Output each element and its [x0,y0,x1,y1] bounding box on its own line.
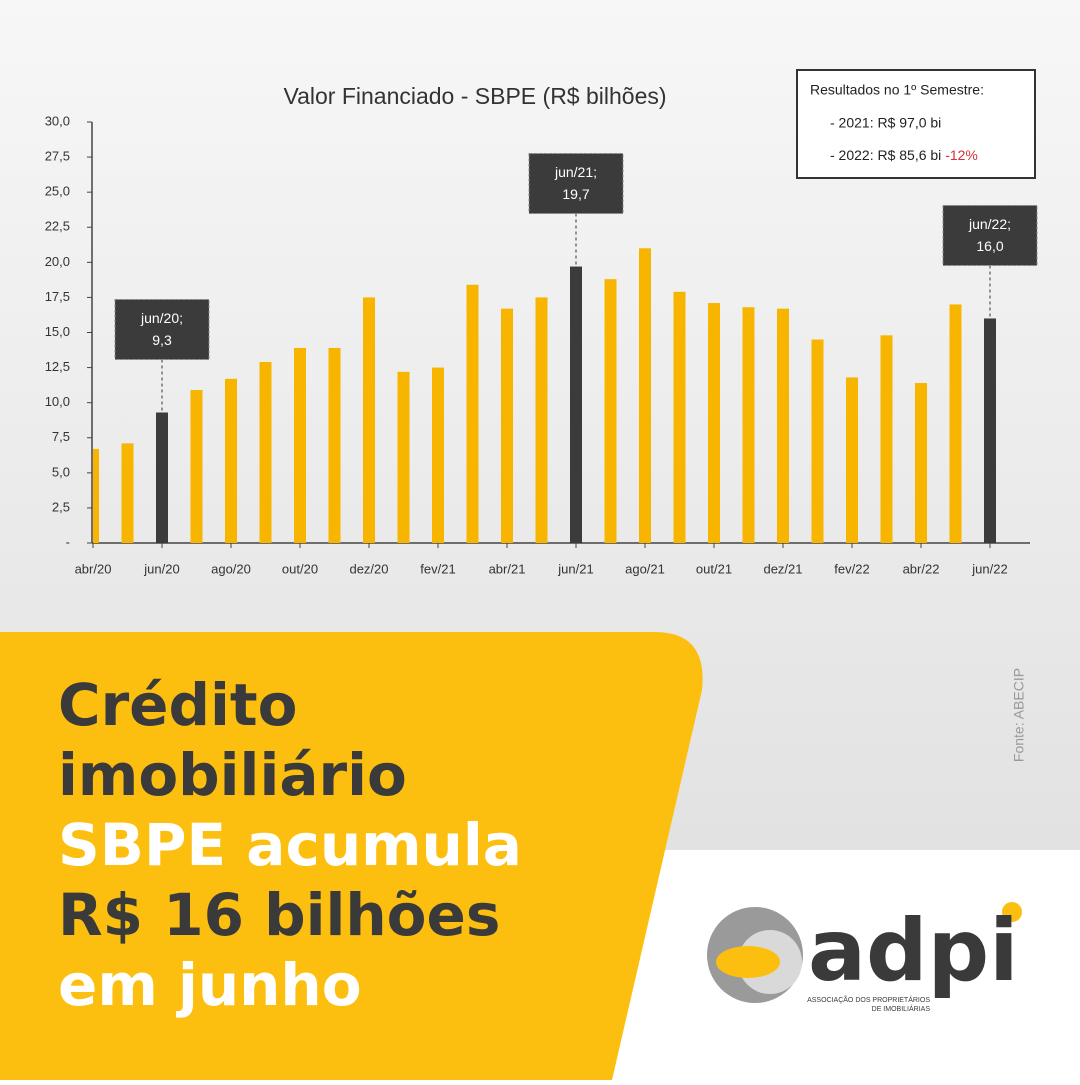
logo-tagline: DE IMOBILIÁRIAS [872,1004,931,1013]
x-tick-label: out/21 [696,561,732,576]
bar [294,347,306,543]
x-tick-label: ago/20 [211,561,251,576]
bar [432,367,444,543]
headline-panel [0,632,703,1080]
callout-value: 16,0 [976,238,1003,254]
bar [328,347,341,543]
bar [846,377,858,543]
bar [880,335,893,543]
y-tick-label: 2,5 [52,499,70,514]
summary-2021: - 2021: R$ 97,0 bi [830,115,941,131]
y-tick-label: 30,0 [45,113,70,128]
y-tick-label: 27,5 [45,149,70,164]
headline-line: R$ 16 bilhões [58,881,500,949]
callout-box [114,298,210,360]
headline-line: em junho [58,951,362,1019]
callout-value: 9,3 [152,332,172,348]
bar [777,308,789,543]
y-tick-label: 5,0 [52,464,70,479]
bar [466,284,479,543]
callout-value: 19,7 [562,186,589,202]
bar [742,307,755,543]
y-tick-label: - [66,534,70,549]
bar [121,443,134,543]
bar [259,361,272,543]
y-tick-label: 10,0 [45,394,70,409]
x-tick-label: abr/22 [903,561,940,576]
y-tick-label: 7,5 [52,429,70,444]
x-tick-label: jun/21 [557,561,593,576]
chart-title: Valor Financiado - SBPE (R$ bilhões) [283,83,666,109]
summary-title: Resultados no 1º Semestre: [810,82,984,98]
headline-line: Crédito [58,671,297,739]
bar [673,291,686,543]
logo-tagline: ASSOCIAÇÃO DOS PROPRIETÁRIOS [807,995,930,1004]
x-tick-label: jun/22 [971,561,1007,576]
y-tick-label: 15,0 [45,324,70,339]
x-tick-label: dez/20 [349,561,388,576]
bar [984,318,996,543]
bar [570,266,582,543]
logo: adpi ASSOCIAÇÃO DOS PROPRIETÁRIOS DE IMO… [707,901,1022,1013]
source: Fonte: ABECIP [1011,668,1027,762]
x-tick-label: fev/21 [420,561,455,576]
summary-box [796,69,1036,179]
headline-line: imobiliário [58,741,407,809]
bar [604,279,617,543]
logo-name: adpi [808,901,1019,1001]
logo-mark [716,946,780,978]
x-tick-label: out/20 [282,561,318,576]
x-tick-label: ago/21 [625,561,665,576]
callout-box [528,153,624,215]
callout-box [942,204,1038,266]
bar [501,308,513,543]
bar [811,339,824,543]
bar [363,297,375,543]
logo-dot [1002,902,1022,922]
y-tick-label: 20,0 [45,254,70,269]
callout-label: jun/22; [968,216,1011,232]
y-tick-label: 17,5 [45,289,70,304]
bar [639,248,651,544]
chart: Valor Financiado - SBPE (R$ bilhões) Res… [45,69,1038,576]
bar [225,378,237,543]
bar [949,304,962,543]
y-tick-label: 25,0 [45,184,70,199]
x-tick-label: jun/20 [143,561,179,576]
x-tick-label: dez/21 [763,561,802,576]
bar [397,371,410,543]
bar [708,303,720,543]
callout-label: jun/21; [554,164,597,180]
bar [915,383,927,543]
callout-label: jun/20; [140,310,183,326]
summary-2022: - 2022: R$ 85,6 bi -12% [830,147,978,163]
bar [190,390,203,543]
x-tick-label: fev/22 [834,561,869,576]
y-tick-label: 22,5 [45,219,70,234]
bar [535,297,548,543]
y-tick-label: 12,5 [45,359,70,374]
bar [156,412,168,543]
bar [93,448,99,543]
x-tick-label: abr/21 [489,561,526,576]
headline-line: SBPE acumula [58,811,522,879]
x-tick-label: abr/20 [75,561,112,576]
